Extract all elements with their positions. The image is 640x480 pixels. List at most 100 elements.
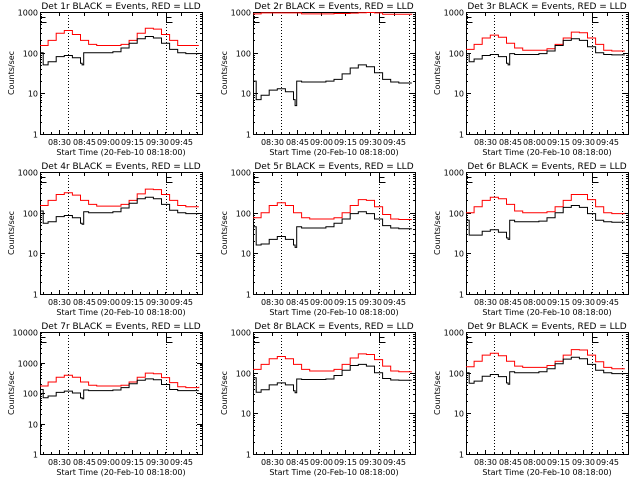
x-tick-label: 09:45 bbox=[596, 138, 619, 147]
lld-series-line bbox=[253, 12, 413, 15]
x-tick-label: 09:45 bbox=[383, 458, 406, 467]
y-tick-label: 100 bbox=[449, 50, 464, 59]
x-tick-label: 09:45 bbox=[170, 458, 193, 467]
x-tick-label: 08:30 bbox=[261, 298, 284, 307]
x-tick-label: 09:45 bbox=[170, 138, 193, 147]
e-marker bbox=[379, 332, 386, 343]
x-tick-label: 08:30 bbox=[474, 458, 497, 467]
x-tick-label: 09:30 bbox=[359, 138, 382, 147]
x-tick-label: 08:45 bbox=[73, 298, 96, 307]
lld-series-line bbox=[466, 31, 625, 52]
e-marker bbox=[166, 332, 173, 343]
x-tick-label: 08:30 bbox=[261, 458, 284, 467]
y-tick-label: 1 bbox=[33, 451, 38, 460]
x-axis-label: Start Time (20-Feb-10 08:18:00) bbox=[482, 468, 611, 477]
x-tick-label: 08:30 bbox=[474, 138, 497, 147]
y-tick-label: 10000 bbox=[13, 329, 38, 338]
x-tick-label: 08:45 bbox=[73, 458, 96, 467]
panel-title: Det 6r BLACK = Events, RED = LLD bbox=[467, 162, 626, 172]
x-tick-label: 08:45 bbox=[499, 458, 522, 467]
y-tick-label: 100 bbox=[23, 50, 38, 59]
x-tick-label: 08:45 bbox=[286, 138, 309, 147]
lld-series-line bbox=[40, 27, 199, 46]
e-marker bbox=[466, 172, 473, 183]
panel-title: Det 7r BLACK = Events, RED = LLD bbox=[41, 322, 200, 332]
y-tick-label: 10 bbox=[241, 250, 251, 259]
x-axis-label: Start Time (20-Feb-10 08:18:00) bbox=[56, 308, 185, 317]
x-tick-label: 08:45 bbox=[499, 298, 522, 307]
x-tick-label: 09:00 bbox=[310, 298, 333, 307]
y-tick-label: 10 bbox=[454, 250, 464, 259]
events-series-line bbox=[466, 38, 625, 66]
y-tick-label: 1 bbox=[246, 451, 251, 460]
x-tick-label: 09:30 bbox=[146, 298, 169, 307]
x-tick-label: 09:00 bbox=[310, 458, 333, 467]
plot-frame bbox=[466, 12, 629, 135]
e-marker bbox=[379, 172, 386, 183]
y-tick-label: 1 bbox=[459, 131, 464, 140]
panel-title: Det 3r BLACK = Events, RED = LLD bbox=[467, 2, 626, 12]
x-tick-label: 09:45 bbox=[383, 138, 406, 147]
x-tick-label: 08:00 bbox=[523, 298, 546, 307]
plot-frame bbox=[466, 332, 629, 455]
panel-title: Det 8r BLACK = Events, RED = LLD bbox=[254, 322, 413, 332]
y-axis-label: Counts/sec bbox=[7, 51, 16, 95]
events-series-line bbox=[253, 64, 412, 107]
panel-title: Det 4r BLACK = Events, RED = LLD bbox=[41, 162, 200, 172]
lld-series-line bbox=[40, 372, 200, 389]
events-series-line bbox=[253, 363, 412, 394]
detector-panel-2: Det 2r BLACK = Events, RED = LLD 1 10 100 10… bbox=[220, 2, 416, 157]
y-tick-label: 100 bbox=[236, 50, 251, 59]
detector-panel-4: Det 4r BLACK = Events, RED = LLD 1 10 100 10… bbox=[7, 162, 203, 317]
x-tick-label: 08:30 bbox=[261, 138, 284, 147]
y-tick-label: 10 bbox=[241, 410, 251, 419]
y-tick-label: 1 bbox=[33, 131, 38, 140]
x-tick-label: 09:00 bbox=[97, 298, 120, 307]
y-tick-label: 100 bbox=[236, 370, 251, 379]
x-axis-label: Start Time (20-Feb-10 08:18:00) bbox=[482, 148, 611, 157]
y-axis-label: Counts/sec bbox=[433, 371, 442, 415]
x-tick-label: 09:45 bbox=[170, 298, 193, 307]
panel-title: Det 5r BLACK = Events, RED = LLD bbox=[254, 162, 413, 172]
y-tick-label: 10 bbox=[28, 421, 38, 430]
y-tick-label: 1000 bbox=[18, 9, 38, 18]
lld-series-line bbox=[253, 199, 412, 220]
plot-frame bbox=[253, 172, 416, 295]
y-tick-label: 10 bbox=[28, 250, 38, 259]
x-tick-label: 09:15 bbox=[121, 298, 144, 307]
e-marker bbox=[166, 172, 173, 183]
e-marker bbox=[166, 12, 173, 23]
x-tick-label: 08:45 bbox=[286, 298, 309, 307]
y-axis-label: Counts/sec bbox=[7, 211, 16, 255]
x-tick-label: 09:15 bbox=[547, 138, 570, 147]
y-tick-label: 1 bbox=[459, 451, 464, 460]
plot-frame bbox=[40, 172, 203, 295]
y-tick-label: 1 bbox=[246, 131, 251, 140]
e-marker bbox=[466, 332, 473, 343]
x-tick-label: 09:30 bbox=[572, 138, 595, 147]
panel-title: Det 2r BLACK = Events, RED = LLD bbox=[254, 2, 413, 12]
y-tick-label: 10 bbox=[454, 410, 464, 419]
panel-title: Det 1r BLACK = Events, RED = LLD bbox=[41, 2, 200, 12]
y-tick-label: 1000 bbox=[444, 169, 464, 178]
y-tick-label: 1000 bbox=[18, 169, 38, 178]
x-tick-label: 09:15 bbox=[334, 298, 357, 307]
events-series-line bbox=[466, 205, 625, 240]
events-series-line bbox=[40, 196, 199, 225]
x-axis-label: Start Time (20-Feb-10 08:18:00) bbox=[269, 468, 398, 477]
x-tick-label: 08:30 bbox=[474, 298, 497, 307]
detector-panel-3: Det 3r BLACK = Events, RED = LLD 1 10 100 10… bbox=[433, 2, 629, 157]
x-tick-label: 09:30 bbox=[146, 138, 169, 147]
e-marker bbox=[40, 12, 47, 23]
y-axis-label: Counts/sec bbox=[220, 211, 229, 255]
y-axis-label: Counts/sec bbox=[7, 371, 16, 415]
x-tick-label: 09:45 bbox=[596, 458, 619, 467]
x-tick-label: 08:30 bbox=[48, 298, 71, 307]
x-tick-label: 08:30 bbox=[48, 138, 71, 147]
lld-series-line bbox=[40, 188, 199, 208]
x-tick-label: 09:30 bbox=[146, 458, 169, 467]
panel-title: Det 9r BLACK = Events, RED = LLD bbox=[467, 322, 626, 332]
e-marker bbox=[466, 12, 473, 23]
lld-series-line bbox=[253, 353, 412, 373]
detector-panel-6: Det 6r BLACK = Events, RED = LLD 1 10 100 10… bbox=[433, 162, 629, 317]
